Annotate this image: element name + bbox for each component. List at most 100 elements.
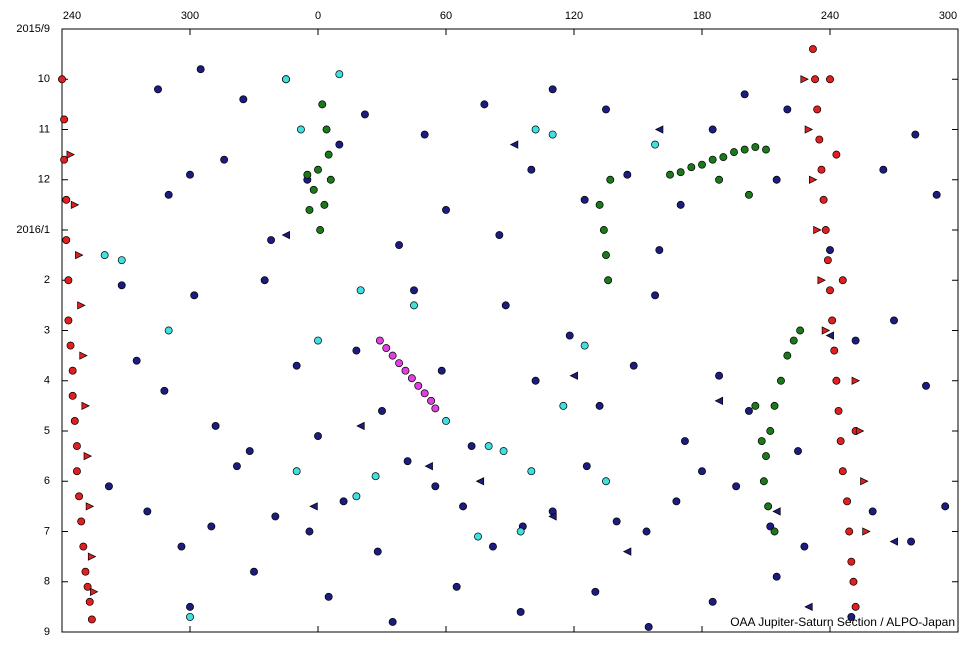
- point: [776, 376, 785, 385]
- point: [60, 115, 69, 124]
- point: [239, 95, 248, 104]
- point: [821, 326, 831, 335]
- point: [622, 547, 632, 556]
- point: [516, 607, 525, 616]
- point: [823, 256, 832, 265]
- point: [642, 527, 651, 536]
- point: [826, 246, 834, 255]
- point: [606, 175, 615, 184]
- y-tick-label: 9: [44, 626, 50, 638]
- point: [832, 376, 841, 385]
- point: [339, 497, 348, 506]
- point: [740, 90, 749, 99]
- point: [474, 532, 482, 541]
- point: [410, 301, 418, 310]
- point: [770, 401, 779, 410]
- point: [772, 507, 781, 516]
- point: [862, 527, 871, 536]
- point: [499, 447, 508, 456]
- point: [314, 336, 322, 345]
- point: [186, 602, 194, 611]
- point: [796, 326, 805, 335]
- point: [117, 281, 126, 290]
- point: [360, 110, 369, 119]
- point: [68, 366, 77, 375]
- point: [830, 346, 839, 355]
- point: [838, 467, 847, 476]
- point: [267, 236, 276, 244]
- point: [851, 336, 860, 345]
- point: [838, 276, 847, 285]
- point: [388, 618, 397, 626]
- point: [382, 344, 391, 353]
- point: [154, 85, 162, 94]
- point: [845, 527, 854, 536]
- point: [580, 341, 589, 350]
- point: [220, 155, 229, 164]
- point: [548, 85, 557, 94]
- point: [83, 451, 92, 461]
- point: [81, 401, 90, 411]
- point: [732, 482, 741, 491]
- point: [164, 190, 173, 199]
- point: [70, 200, 80, 210]
- point: [762, 452, 770, 461]
- point: [751, 401, 760, 410]
- x-tick-label: 300: [181, 10, 199, 22]
- point: [843, 497, 852, 506]
- point: [207, 522, 216, 531]
- point: [375, 336, 384, 345]
- point: [260, 276, 269, 285]
- point: [889, 537, 898, 546]
- point: [527, 467, 536, 476]
- point: [516, 527, 525, 536]
- point: [740, 145, 749, 154]
- point: [488, 542, 497, 551]
- point: [495, 231, 504, 239]
- x-tick-label: 60: [440, 10, 452, 22]
- point: [941, 502, 950, 511]
- point: [715, 371, 724, 380]
- point: [64, 276, 73, 285]
- point: [335, 70, 344, 79]
- point: [452, 582, 461, 591]
- point: [431, 404, 440, 413]
- point: [79, 351, 88, 360]
- point: [90, 587, 99, 596]
- point: [815, 135, 824, 144]
- point: [751, 143, 760, 152]
- point: [580, 195, 589, 204]
- point: [890, 316, 898, 325]
- point: [324, 150, 333, 159]
- point: [759, 477, 768, 486]
- point: [766, 427, 775, 435]
- point: [484, 442, 493, 451]
- point: [651, 291, 660, 300]
- point: [654, 125, 664, 134]
- point: [527, 165, 536, 174]
- point: [582, 462, 591, 471]
- point: [66, 150, 75, 159]
- point: [828, 316, 837, 325]
- y-tick-label: 11: [39, 123, 50, 135]
- point: [480, 100, 489, 109]
- point: [762, 145, 770, 154]
- point: [104, 482, 113, 491]
- point: [196, 65, 205, 74]
- source-note: OAA Jupiter-Saturn Section / ALPO-Japan: [730, 615, 955, 629]
- point: [531, 125, 540, 134]
- point: [817, 165, 826, 174]
- point: [509, 140, 519, 149]
- point: [79, 542, 88, 551]
- point: [314, 432, 322, 440]
- point: [569, 371, 578, 380]
- point: [371, 472, 380, 481]
- point: [70, 417, 79, 425]
- point: [744, 406, 753, 415]
- point: [245, 447, 254, 456]
- point: [602, 105, 610, 114]
- point: [595, 401, 604, 410]
- point: [800, 75, 809, 84]
- point: [190, 291, 199, 300]
